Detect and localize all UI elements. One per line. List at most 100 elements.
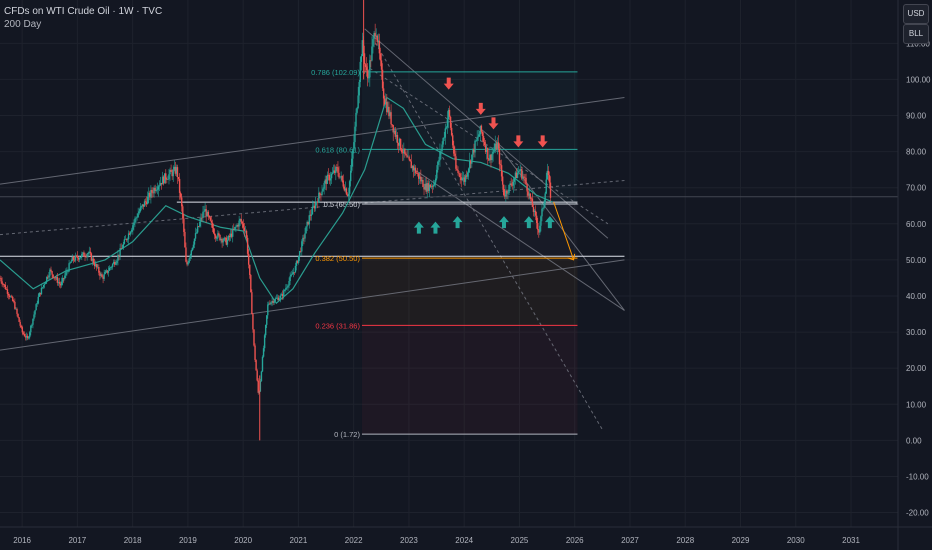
candle-body — [377, 40, 380, 43]
candle-body — [497, 142, 500, 149]
candle-body — [429, 184, 432, 188]
candle-body — [47, 276, 49, 278]
candle-body — [379, 53, 382, 61]
time-tick-label: 2017 — [68, 536, 86, 545]
trend-lines — [0, 28, 625, 430]
candle-body — [166, 179, 168, 180]
candle-body — [220, 238, 222, 241]
candle-body — [195, 232, 198, 234]
candle-body — [72, 256, 75, 260]
candle-body — [206, 211, 208, 217]
candle-body — [54, 277, 56, 279]
buy-arrow-icon — [452, 216, 463, 229]
candle-body — [253, 329, 255, 346]
fib-zone — [361, 203, 578, 259]
candle-body — [388, 106, 390, 117]
candle-body — [76, 255, 79, 258]
candle-body — [223, 237, 225, 241]
candle-body — [205, 209, 207, 217]
candle-body — [470, 160, 472, 164]
candle-body — [420, 176, 422, 182]
candle-body — [489, 154, 491, 161]
candle-body — [74, 255, 77, 261]
fib-zones — [361, 71, 578, 435]
candle-body — [311, 206, 314, 215]
candle-body — [152, 192, 154, 194]
candle-body — [453, 145, 455, 154]
fib-level-label: 0.618 (80.61) — [315, 145, 360, 154]
currency-button[interactable]: USD — [903, 4, 929, 24]
candle-body — [226, 239, 229, 245]
candle-body — [106, 270, 109, 273]
candle-body — [179, 192, 182, 198]
time-axis[interactable]: 2016 2017 2018 2019 2020 2021 2022 2023 2024 2025… — [13, 536, 860, 545]
candle-body — [426, 183, 428, 192]
candle-body — [154, 187, 156, 191]
candle-body — [513, 178, 516, 182]
candle-body — [373, 32, 375, 40]
candle-body — [375, 35, 377, 37]
candle-body — [252, 314, 254, 330]
candle-body — [86, 254, 88, 257]
candle-body — [96, 264, 98, 268]
candle-body — [372, 39, 374, 47]
candle-body — [201, 217, 203, 219]
unit-button[interactable]: BLL — [903, 24, 929, 44]
candle-body — [480, 125, 483, 132]
candle-body — [67, 271, 69, 272]
candle-body — [406, 155, 408, 158]
candle-body — [295, 261, 298, 266]
candle-body — [137, 213, 139, 218]
candle-body — [120, 248, 122, 249]
candle-body — [349, 170, 352, 182]
candle-body — [294, 265, 297, 273]
candle-body — [26, 335, 29, 339]
candle-body — [459, 173, 461, 178]
candle-body — [46, 276, 48, 282]
candle-body — [549, 182, 552, 198]
candle-body — [306, 221, 308, 227]
candle-body — [15, 308, 17, 310]
price-tick-label: 100.00 — [906, 75, 931, 84]
candle-body — [269, 303, 271, 305]
candle-body — [183, 218, 185, 232]
symbol-title[interactable]: CFDs on WTI Crude Oil · 1W · TVC — [4, 6, 163, 17]
candle-body — [215, 235, 217, 239]
candle-body — [390, 112, 392, 125]
candle-body — [500, 165, 503, 177]
candle-body — [403, 148, 405, 154]
candle-body — [504, 194, 506, 197]
candle-body — [64, 275, 66, 279]
indicator-label[interactable]: 200 Day — [4, 19, 42, 30]
candle-body — [17, 313, 19, 318]
candle-body — [264, 324, 267, 336]
candle-body — [92, 258, 95, 264]
candle-body — [75, 255, 78, 257]
candle-body — [193, 238, 196, 245]
candle-body — [343, 186, 346, 191]
candle-body — [199, 222, 201, 227]
candle-body — [336, 167, 338, 168]
time-tick-label: 2029 — [732, 536, 750, 545]
candle-body — [150, 190, 152, 198]
candle-body — [523, 176, 525, 178]
candle-body — [499, 164, 502, 166]
time-tick-label: 2024 — [455, 536, 473, 545]
candle-body — [234, 226, 236, 230]
price-tick-label: 60.00 — [906, 220, 927, 229]
candle-body — [122, 243, 124, 249]
candle-body — [414, 167, 417, 174]
candle-body — [271, 301, 273, 303]
candle-body — [161, 176, 164, 185]
candle-body — [467, 168, 470, 173]
candle-body — [172, 169, 174, 177]
candle-body — [335, 167, 337, 174]
candle-body — [440, 150, 442, 152]
price-tick-label: 90.00 — [906, 112, 927, 121]
candle-body — [207, 211, 209, 216]
candle-body — [354, 126, 356, 143]
candle-body — [117, 254, 119, 261]
time-tick-label: 2026 — [566, 536, 584, 545]
fib-zone — [361, 258, 578, 326]
